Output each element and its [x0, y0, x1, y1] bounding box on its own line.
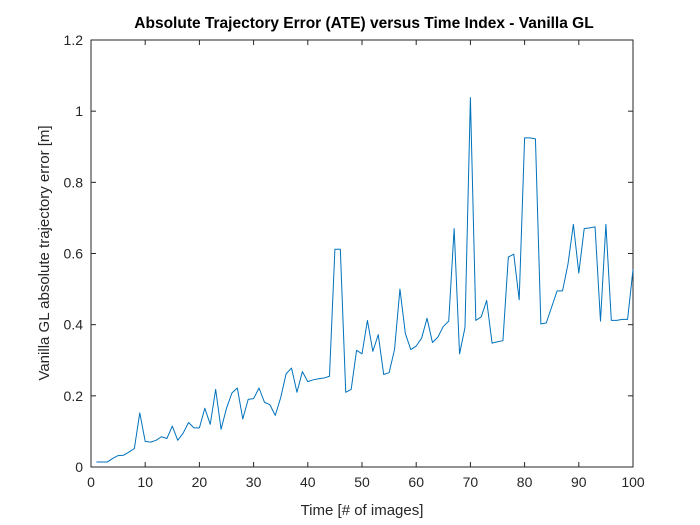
y-tick-label: 0.6 [64, 246, 84, 262]
y-tick-label: 1 [75, 103, 83, 119]
x-tick-label: 20 [192, 474, 208, 490]
y-tick-label: 0.8 [64, 174, 84, 190]
plot-area [90, 39, 634, 468]
x-tick-label: 40 [300, 474, 316, 490]
y-tick-label: 1.2 [64, 32, 84, 48]
x-tick-label: 70 [463, 474, 479, 490]
y-tick-label: 0 [75, 459, 83, 475]
x-tick-label: 10 [137, 474, 153, 490]
x-tick-label: 90 [571, 474, 587, 490]
y-axis-label: Vanilla GL absolute trajectory error [m] [36, 125, 53, 380]
axis-ticks: 0 10 20 30 40 50 60 70 80 90 100 0 0.2 0.4 0.6 0.8 1 1.2 [64, 32, 645, 490]
x-tick-label: 80 [517, 474, 533, 490]
x-tick-label: 100 [621, 474, 645, 490]
x-tick-label: 50 [354, 474, 370, 490]
x-tick-label: 0 [87, 474, 95, 490]
x-tick-label: 60 [408, 474, 424, 490]
x-axis-label: Time [# of images] [301, 502, 424, 519]
y-tick-label: 0.2 [64, 388, 84, 404]
x-tick-label: 30 [246, 474, 262, 490]
series-group [96, 97, 634, 463]
y-tick-label: 0.4 [64, 317, 84, 333]
chart-title: Absolute Trajectory Error (ATE) versus T… [134, 15, 593, 32]
series-line [96, 97, 634, 463]
